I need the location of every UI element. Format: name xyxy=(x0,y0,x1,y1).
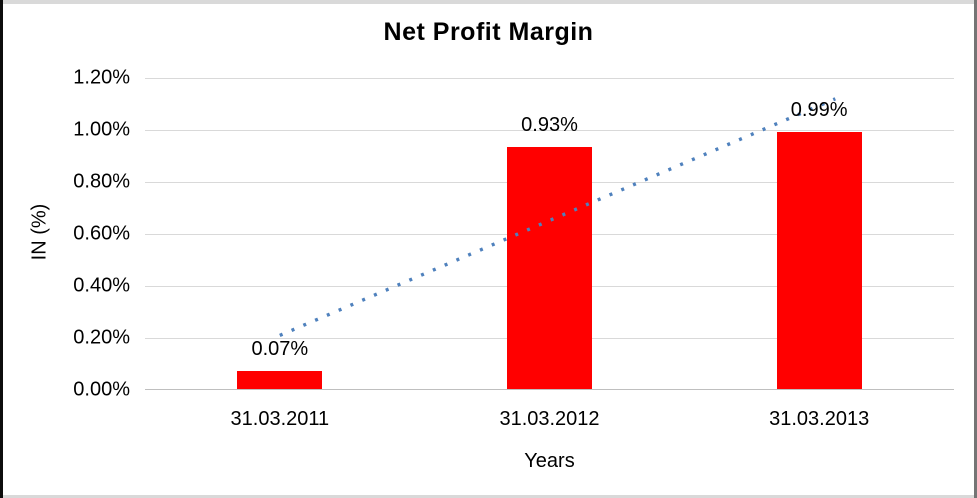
x-axis-tick-labels: 31.03.2011 31.03.2012 31.03.2013 xyxy=(145,408,954,436)
y-tick-label: 0.00% xyxy=(73,378,130,401)
x-tick-label: 31.03.2011 xyxy=(230,408,330,430)
data-label: 0.07% xyxy=(251,338,309,360)
plot-area: 0.07% 0.93% 0.99% xyxy=(145,78,954,390)
chart-title: Net Profit Margin xyxy=(383,18,594,46)
y-tick-label: 1.20% xyxy=(73,66,130,89)
bar-31.03.2011 xyxy=(237,371,323,389)
bar-31.03.2013 xyxy=(776,132,862,389)
x-axis-line xyxy=(145,389,954,390)
data-label: 0.93% xyxy=(521,114,578,136)
y-tick-label: 1.00% xyxy=(73,118,130,141)
frame-left-edge xyxy=(0,0,3,498)
frame-right-edge xyxy=(974,0,977,498)
frame-bottom-edge xyxy=(0,495,977,498)
bar-31.03.2012 xyxy=(507,147,592,389)
x-tick-label: 31.03.2013 xyxy=(769,408,870,430)
x-tick-label: 31.03.2012 xyxy=(499,408,600,430)
gridline xyxy=(145,130,954,131)
frame-top-edge xyxy=(0,0,977,4)
y-tick-label: 0.60% xyxy=(73,222,130,245)
y-tick-label: 0.80% xyxy=(73,170,130,193)
y-tick-label: 0.20% xyxy=(73,326,130,349)
y-axis-tick-labels: 1.20% 1.00% 0.80% 0.60% 0.40% 0.20% 0.00% xyxy=(0,67,130,401)
data-label: 0.99% xyxy=(790,99,848,121)
x-axis-title: Years xyxy=(524,450,575,472)
gridline xyxy=(145,78,954,79)
y-tick-label: 0.40% xyxy=(73,274,130,297)
